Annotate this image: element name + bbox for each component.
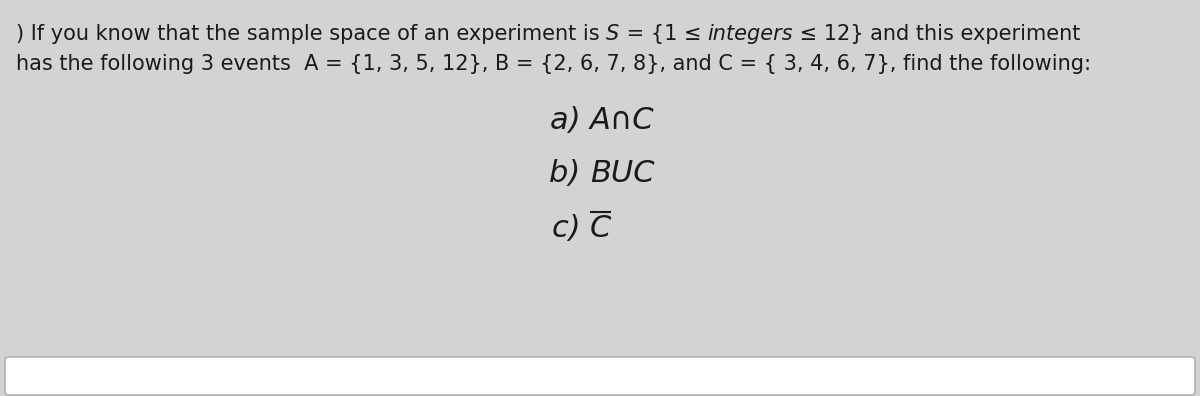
Text: = {1 ≤: = {1 ≤ (619, 24, 708, 44)
Text: a): a) (550, 106, 590, 135)
Text: S: S (606, 24, 619, 44)
Text: has the following 3 events  A = {1, 3, 5, 12}, B = {2, 6, 7, 8}, and C = { 3, 4,: has the following 3 events A = {1, 3, 5,… (16, 54, 1091, 74)
Text: b): b) (550, 159, 590, 188)
Text: A∩C: A∩C (590, 106, 654, 135)
Text: ) If you know that the sample space of an experiment is: ) If you know that the sample space of a… (16, 24, 606, 44)
Text: c): c) (552, 214, 590, 243)
Text: ≤ 12} and this experiment: ≤ 12} and this experiment (793, 24, 1081, 44)
Text: C: C (590, 214, 611, 243)
FancyBboxPatch shape (5, 357, 1195, 395)
Text: BUC: BUC (590, 159, 654, 188)
Text: integers: integers (708, 24, 793, 44)
